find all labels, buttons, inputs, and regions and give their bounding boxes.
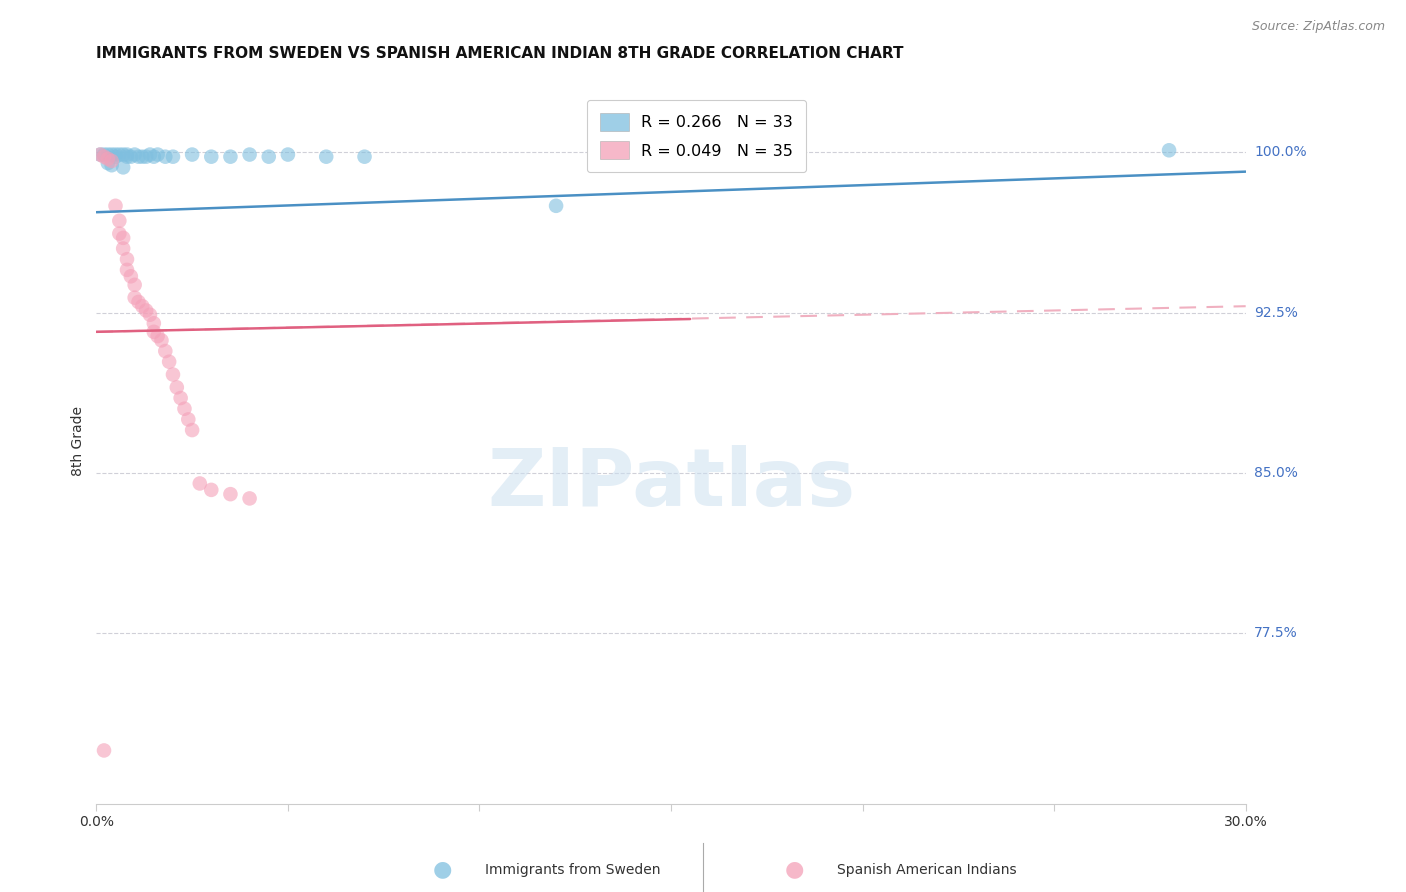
Point [546,199,568,213]
Point [108,227,131,241]
Point [100,147,122,161]
Point [162,368,184,382]
Point [128,150,150,164]
Point [142,325,165,339]
Point [100,153,122,168]
Text: 100.0%: 100.0% [1254,145,1306,160]
Point [257,150,280,164]
Point [146,329,169,343]
Point [104,147,127,161]
Point [177,412,200,426]
Point [173,401,195,416]
Point [166,380,188,394]
Point [115,263,138,277]
Point [135,150,157,164]
Point [108,213,131,227]
Text: Immigrants from Sweden: Immigrants from Sweden [485,863,661,877]
Point [112,242,135,256]
Point [139,308,162,322]
Point [100,158,122,172]
Text: ZIPatlas: ZIPatlas [486,445,855,524]
Text: 92.5%: 92.5% [1254,306,1298,319]
Point [115,252,138,267]
Point [124,277,146,292]
Point [139,147,162,161]
Point [169,391,191,405]
Point [181,423,204,437]
Point [200,483,222,497]
Point [112,231,135,245]
Point [142,150,165,164]
Point [142,316,165,330]
Point [131,150,153,164]
Point [120,150,142,164]
Point [120,269,142,284]
Point [150,334,173,348]
Point [93,147,115,161]
Point [181,147,204,161]
Point [135,303,157,318]
Point [155,150,177,164]
Text: ●: ● [785,860,804,880]
Point [188,476,211,491]
Point [89,147,111,161]
Point [115,147,138,161]
Point [112,161,135,175]
Point [155,344,177,359]
Point [104,199,127,213]
Point [115,150,138,164]
Point [131,299,153,313]
Point [97,152,120,166]
Text: 30.0%: 30.0% [1223,814,1268,829]
Point [124,147,146,161]
Point [93,743,115,757]
Text: 0.0%: 0.0% [79,814,114,829]
Point [239,491,262,506]
Text: ●: ● [433,860,453,880]
Point [200,150,222,164]
Point [157,355,180,369]
Point [104,150,127,164]
Text: IMMIGRANTS FROM SWEDEN VS SPANISH AMERICAN INDIAN 8TH GRADE CORRELATION CHART: IMMIGRANTS FROM SWEDEN VS SPANISH AMERIC… [97,46,904,62]
Point [89,147,111,161]
Point [315,150,337,164]
Point [1157,143,1180,157]
Text: 85.0%: 85.0% [1254,466,1298,480]
Point [219,150,242,164]
Point [112,147,135,161]
Y-axis label: 8th Grade: 8th Grade [72,406,86,475]
Point [124,291,146,305]
Legend: R = 0.266   N = 33, R = 0.049   N = 35: R = 0.266 N = 33, R = 0.049 N = 35 [588,100,806,172]
Point [277,147,299,161]
Text: Spanish American Indians: Spanish American Indians [837,863,1017,877]
Point [219,487,242,501]
Point [353,150,375,164]
Point [239,147,262,161]
Text: Source: ZipAtlas.com: Source: ZipAtlas.com [1251,20,1385,33]
Point [128,294,150,309]
Point [97,156,120,170]
Point [93,150,115,164]
Point [108,147,131,161]
Text: 77.5%: 77.5% [1254,626,1298,640]
Point [146,147,169,161]
Point [97,147,120,161]
Point [162,150,184,164]
